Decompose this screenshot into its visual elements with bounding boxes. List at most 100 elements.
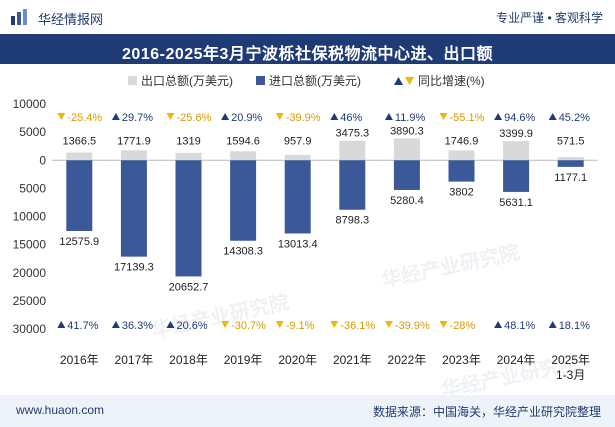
import-value-label: 20652.7 bbox=[169, 281, 209, 293]
legend-growth-label: 同比增速(%) bbox=[418, 74, 485, 88]
y-tick-label: 10000 bbox=[13, 210, 47, 224]
import-bar bbox=[503, 160, 530, 192]
x-category-label: 2019年 bbox=[224, 353, 263, 367]
import-bar bbox=[120, 160, 147, 257]
import-growth-label: 18.1% bbox=[559, 320, 590, 332]
import-growth-down-icon bbox=[439, 321, 448, 328]
import-growth-down-icon bbox=[221, 321, 230, 328]
import-growth-up-icon bbox=[548, 321, 557, 328]
brand-name: 华经情报网 bbox=[38, 12, 104, 27]
export-value-label: 1746.9 bbox=[445, 135, 479, 147]
y-tick-label: 5000 bbox=[19, 181, 46, 195]
export-value-label: 1771.9 bbox=[117, 135, 151, 147]
import-value-label: 1177.1 bbox=[554, 172, 587, 184]
export-bar bbox=[175, 152, 202, 161]
x-category-label: 2017年 bbox=[115, 353, 154, 367]
import-bar bbox=[175, 160, 202, 277]
x-category-label: 2022年 bbox=[388, 353, 427, 367]
export-bar bbox=[339, 140, 366, 161]
import-value-label: 14308.3 bbox=[223, 246, 263, 258]
x-category-label: 2023年 bbox=[442, 353, 481, 367]
import-growth-up-icon bbox=[57, 321, 66, 328]
export-value-label: 3890.3 bbox=[390, 125, 424, 137]
import-growth-up-icon bbox=[494, 321, 503, 328]
y-tick-label: 20000 bbox=[13, 266, 47, 280]
import-value-label: 12575.9 bbox=[59, 236, 99, 248]
import-value-label: 8798.3 bbox=[335, 215, 369, 227]
legend-export-label: 出口总额(万美元) bbox=[141, 74, 233, 88]
export-value-label: 571.5 bbox=[557, 135, 585, 147]
export-growth-label: -25.6% bbox=[177, 112, 212, 124]
chart: 出口总额(万美元) 进口总额(万美元) 同比增速(%) 10000 5000 0 5000 1… bbox=[13, 74, 598, 382]
export-value-label: 3399.9 bbox=[499, 128, 533, 140]
x-category-label: 2025年 bbox=[551, 353, 590, 367]
export-bar bbox=[393, 138, 420, 161]
export-growth-down-icon bbox=[57, 113, 66, 120]
import-growth-down-icon bbox=[275, 321, 284, 328]
export-growth-up-icon bbox=[111, 113, 120, 120]
import-growth-label: -30.7% bbox=[231, 320, 266, 332]
export-growth-up-icon bbox=[494, 113, 503, 120]
export-growth-up-icon bbox=[548, 113, 557, 120]
import-bar bbox=[448, 160, 475, 182]
export-growth-down-icon bbox=[275, 113, 284, 120]
title-bar: 2016-2025年3月宁波栎社保税物流中心进、出口额 bbox=[0, 34, 615, 64]
export-growth-label: 46% bbox=[340, 112, 362, 124]
export-value-label: 3475.3 bbox=[335, 128, 369, 140]
y-tick-label: 5000 bbox=[19, 125, 46, 139]
x-category-label: 1-3月 bbox=[556, 368, 585, 382]
legend-export-swatch bbox=[128, 76, 137, 85]
export-bar bbox=[230, 151, 257, 161]
export-growth-label: -39.9% bbox=[286, 112, 321, 124]
export-bar bbox=[66, 152, 93, 161]
export-growth-label: 11.9% bbox=[395, 112, 426, 124]
x-category-label: 2016年 bbox=[60, 353, 99, 367]
x-category-label: 2020年 bbox=[278, 353, 317, 367]
y-tick-label: 0 bbox=[39, 153, 46, 167]
footer: www.huaon.com 数据来源：中国海关，华经产业研究院整理 bbox=[0, 395, 615, 427]
x-category-label: 2021年 bbox=[333, 353, 372, 367]
import-bar bbox=[230, 160, 257, 241]
import-bar bbox=[339, 160, 366, 210]
legend-import-label: 进口总额(万美元) bbox=[269, 74, 361, 88]
import-growth-label: -9.1% bbox=[286, 320, 315, 332]
y-tick-label: 10000 bbox=[13, 97, 47, 111]
export-bar bbox=[284, 154, 311, 161]
import-growth-label: 48.1% bbox=[504, 320, 535, 332]
y-tick-label: 30000 bbox=[13, 322, 47, 336]
import-growth-up-icon bbox=[111, 321, 120, 328]
import-value-label: 17139.3 bbox=[114, 262, 154, 274]
top-bar: 华经情报网 专业严谨 • 客观科学 bbox=[0, 0, 615, 34]
legend-growth-up-icon bbox=[394, 77, 403, 85]
import-growth-label: 36.3% bbox=[122, 320, 153, 332]
import-growth-label: -39.9% bbox=[395, 320, 430, 332]
x-category-label: 2018年 bbox=[169, 353, 208, 367]
export-growth-label: -25.4% bbox=[67, 112, 102, 124]
import-growth-label: -36.1% bbox=[340, 320, 375, 332]
import-bar bbox=[284, 160, 311, 234]
import-growth-down-icon bbox=[330, 321, 339, 328]
export-value-label: 957.9 bbox=[284, 135, 312, 147]
export-growth-up-icon bbox=[384, 113, 393, 120]
export-growth-label: 45.2% bbox=[559, 112, 590, 124]
import-growth-label: 41.7% bbox=[67, 320, 98, 332]
export-growth-label: 29.7% bbox=[122, 112, 153, 124]
chart-title: 2016-2025年3月宁波栎社保税物流中心进、出口额 bbox=[122, 46, 493, 63]
y-tick-label: 25000 bbox=[13, 294, 47, 308]
import-growth-label: -28% bbox=[450, 320, 476, 332]
export-bar bbox=[503, 141, 530, 161]
footer-source: 数据来源：中国海关，华经产业研究院整理 bbox=[372, 405, 601, 419]
import-bar bbox=[66, 160, 93, 231]
export-growth-up-icon bbox=[330, 113, 339, 120]
import-value-label: 5631.1 bbox=[499, 197, 533, 209]
legend-growth-down-icon bbox=[405, 77, 414, 85]
export-value-label: 1594.6 bbox=[226, 135, 260, 147]
import-growth-up-icon bbox=[166, 321, 175, 328]
footer-url[interactable]: www.huaon.com bbox=[16, 403, 105, 417]
export-growth-down-icon bbox=[439, 113, 448, 120]
import-growth-down-icon bbox=[384, 321, 393, 328]
export-growth-label: 94.6% bbox=[504, 112, 535, 124]
import-bar bbox=[557, 160, 584, 167]
import-value-label: 5280.4 bbox=[390, 195, 424, 207]
import-value-label: 13013.4 bbox=[278, 238, 318, 250]
